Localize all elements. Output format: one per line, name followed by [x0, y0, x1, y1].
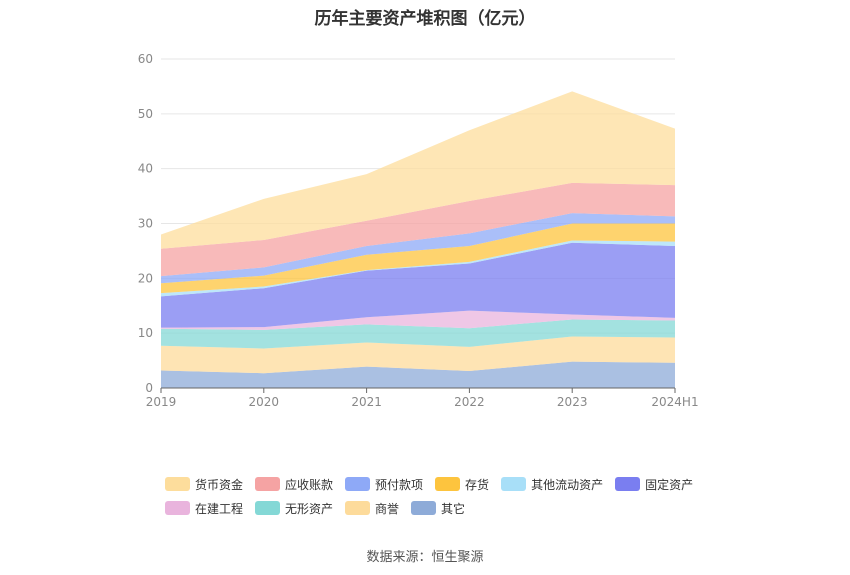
- area-series: [161, 319, 675, 349]
- legend-row: 在建工程 无形资产 商誉 其它: [165, 496, 725, 520]
- area-series: [161, 91, 675, 249]
- legend-item-receivables[interactable]: 应收账款: [255, 476, 333, 493]
- legend-label: 其它: [441, 501, 466, 516]
- x-tick-label: 2019: [146, 395, 177, 409]
- x-tick-label: 2024H1: [651, 395, 698, 409]
- legend-item-cash[interactable]: 货币资金: [165, 476, 243, 493]
- legend-label: 商誉: [375, 501, 400, 516]
- y-tick-label: 10: [138, 326, 153, 340]
- x-tick-label: 2023: [557, 395, 588, 409]
- area-series: [161, 240, 675, 297]
- area-series: [161, 223, 675, 294]
- legend-item-inventory[interactable]: 存货: [435, 476, 489, 493]
- y-tick-label: 50: [138, 107, 153, 121]
- legend-label: 在建工程: [195, 501, 244, 516]
- legend-label: 固定资产: [645, 477, 694, 492]
- y-tick-label: 0: [145, 381, 153, 395]
- legend-item-prepayments[interactable]: 预付款项: [345, 476, 423, 493]
- legend-item-other[interactable]: 其它: [411, 500, 465, 517]
- legend-label: 存货: [465, 477, 490, 492]
- x-tick-label: 2021: [351, 395, 382, 409]
- legend-swatch: [501, 477, 527, 491]
- data-source: 数据来源：恒生聚源: [366, 550, 484, 565]
- area-series: [161, 242, 675, 328]
- area-series: [161, 310, 675, 330]
- chart-legend: 货币资金 应收账款 预付款项 存货 其他流动资产 固定资产 在建工程: [165, 472, 725, 520]
- y-tick-label: 20: [138, 271, 153, 285]
- y-tick-label: 60: [138, 52, 153, 66]
- area-series: [161, 336, 675, 374]
- legend-label: 应收账款: [285, 477, 334, 492]
- legend-item-fixed-assets[interactable]: 固定资产: [615, 476, 693, 493]
- y-tick-label: 30: [138, 217, 153, 231]
- area-series: [161, 361, 675, 388]
- y-tick-label: 40: [138, 162, 153, 176]
- x-tick-label: 2022: [454, 395, 485, 409]
- legend-item-construction[interactable]: 在建工程: [165, 500, 243, 517]
- legend-swatch: [345, 501, 371, 515]
- x-tick-label: 2020: [249, 395, 280, 409]
- legend-label: 其他流动资产: [531, 477, 604, 492]
- legend-swatch: [345, 477, 371, 491]
- legend-item-intangible-assets[interactable]: 无形资产: [255, 500, 333, 517]
- chart-title: 历年主要资产堆积图（亿元）: [314, 9, 536, 29]
- legend-swatch: [165, 477, 190, 491]
- legend-swatch: [615, 477, 641, 491]
- legend-row: 货币资金 应收账款 预付款项 存货 其他流动资产 固定资产: [165, 472, 725, 496]
- legend-swatch: [411, 501, 437, 515]
- legend-swatch: [255, 477, 281, 491]
- legend-label: 货币资金: [195, 477, 244, 492]
- area-series: [161, 182, 675, 277]
- legend-item-other-current-assets[interactable]: 其他流动资产: [501, 476, 603, 493]
- legend-label: 无形资产: [285, 501, 334, 516]
- legend-item-goodwill[interactable]: 商誉: [345, 500, 399, 517]
- area-series: [161, 213, 675, 284]
- legend-swatch: [165, 501, 190, 515]
- legend-label: 预付款项: [375, 477, 424, 492]
- legend-swatch: [435, 477, 461, 491]
- legend-swatch: [255, 501, 281, 515]
